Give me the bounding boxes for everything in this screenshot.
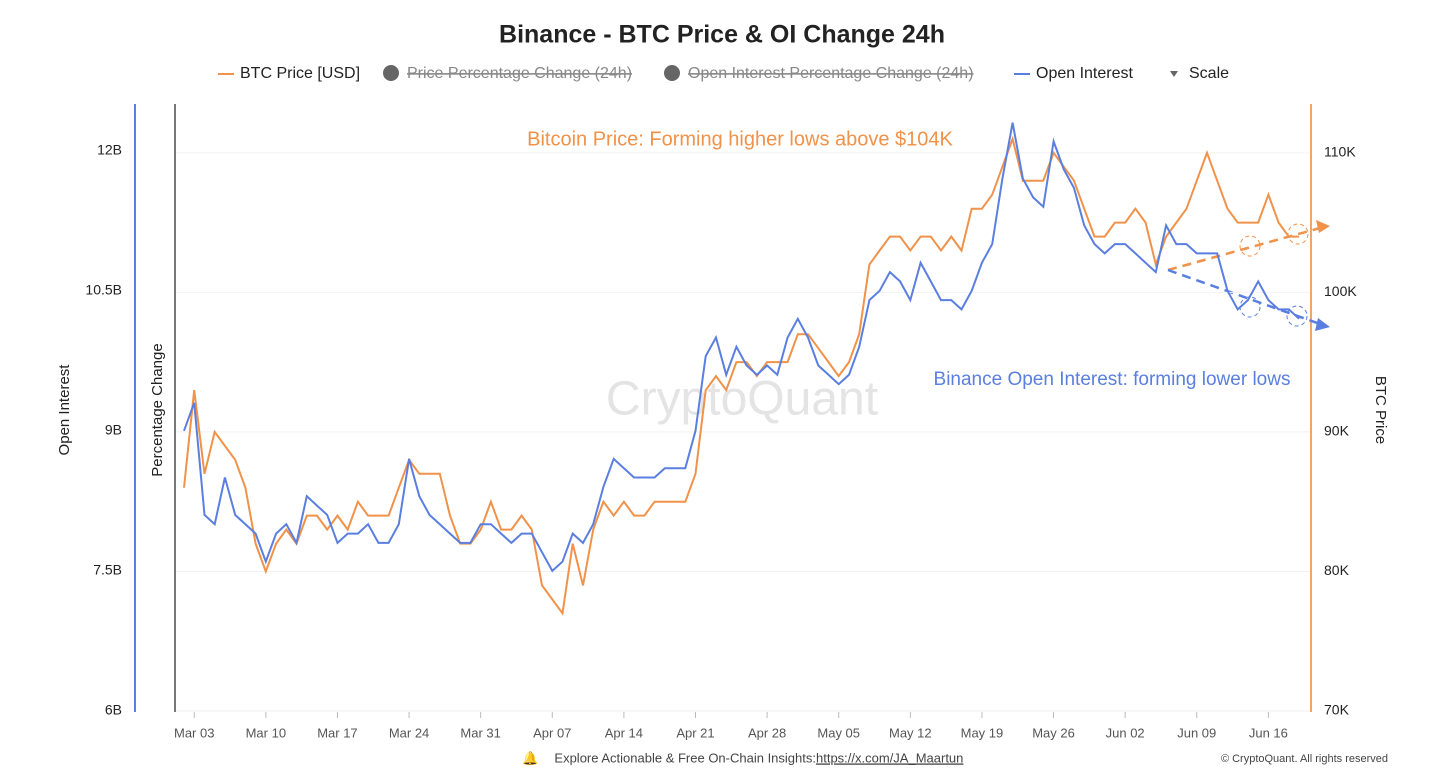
x-tick-label: Mar 03 [174,725,214,740]
x-tick-label: Jun 02 [1106,725,1145,740]
series-line [183,122,1300,573]
y2-tick-label: 100K [1324,283,1357,299]
y-tick-label: 10.5B [85,281,122,297]
x-tick-label: May 26 [1032,725,1075,740]
x-tick-label: Mar 31 [460,725,500,740]
highlight-circle [1239,296,1261,318]
y2-tick-label: 70K [1324,702,1350,718]
x-tick-label: Apr 28 [748,725,786,740]
x-tick-label: May 12 [889,725,932,740]
y-axis-title: Open Interest [56,364,73,456]
y-tick-label: 7.5B [93,562,122,578]
arrow-head [1315,318,1330,331]
copyright: © CryptoQuant. All rights reserved [1221,753,1388,765]
legend-label: Open Interest [1036,65,1134,82]
watermark: CryptoQuant [606,373,878,426]
y-tick-label: 12B [97,141,122,157]
x-tick-label: May 19 [961,725,1004,740]
x-tick-label: Mar 10 [246,725,286,740]
highlight-circle [1287,223,1309,245]
y-tick-label: 6B [105,702,122,718]
chart-title: Binance - BTC Price & OI Change 24h [499,21,945,49]
arrow-head [1316,220,1330,233]
trend-arrow [1167,226,1321,272]
y2-tick-label: 90K [1324,423,1350,439]
legend-label: Open Interest Percentage Change (24h) [688,65,974,82]
highlight-circle [1286,305,1308,327]
mid-axis-title: Percentage Change [149,343,166,476]
legend-scale: Scale [1189,65,1229,82]
x-tick-label: Apr 14 [605,725,643,740]
x-tick-label: Mar 17 [317,725,357,740]
x-tick-label: May 05 [817,725,860,740]
x-tick-label: Apr 21 [676,725,714,740]
legend-caret [1170,71,1178,77]
x-tick-label: Jun 09 [1177,725,1216,740]
series-line [183,135,1300,616]
trend-arrow [1167,268,1321,326]
footer-text: Explore Actionable & Free On-Chain Insig… [554,750,816,765]
legend-label: BTC Price [USD] [240,65,360,82]
footer-link[interactable]: https://x.com/JA_Maartun [816,750,963,765]
footer-bell: 🔔 [522,750,538,765]
x-tick-label: Mar 24 [389,725,429,740]
x-tick-label: Jun 16 [1249,725,1288,740]
y2-axis-title: BTC Price [1372,376,1389,444]
annotation: Bitcoin Price: Forming higher lows above… [527,128,953,150]
legend-dot [383,65,399,81]
y-tick-label: 9B [105,422,122,438]
legend-dot [664,65,680,81]
y2-tick-label: 80K [1324,562,1350,578]
legend-label: Price Percentage Change (24h) [407,65,632,82]
highlight-circle [1239,235,1261,257]
x-tick-label: Apr 07 [533,725,571,740]
y2-tick-label: 110K [1324,144,1356,160]
annotation: Binance Open Interest: forming lower low… [934,369,1291,390]
